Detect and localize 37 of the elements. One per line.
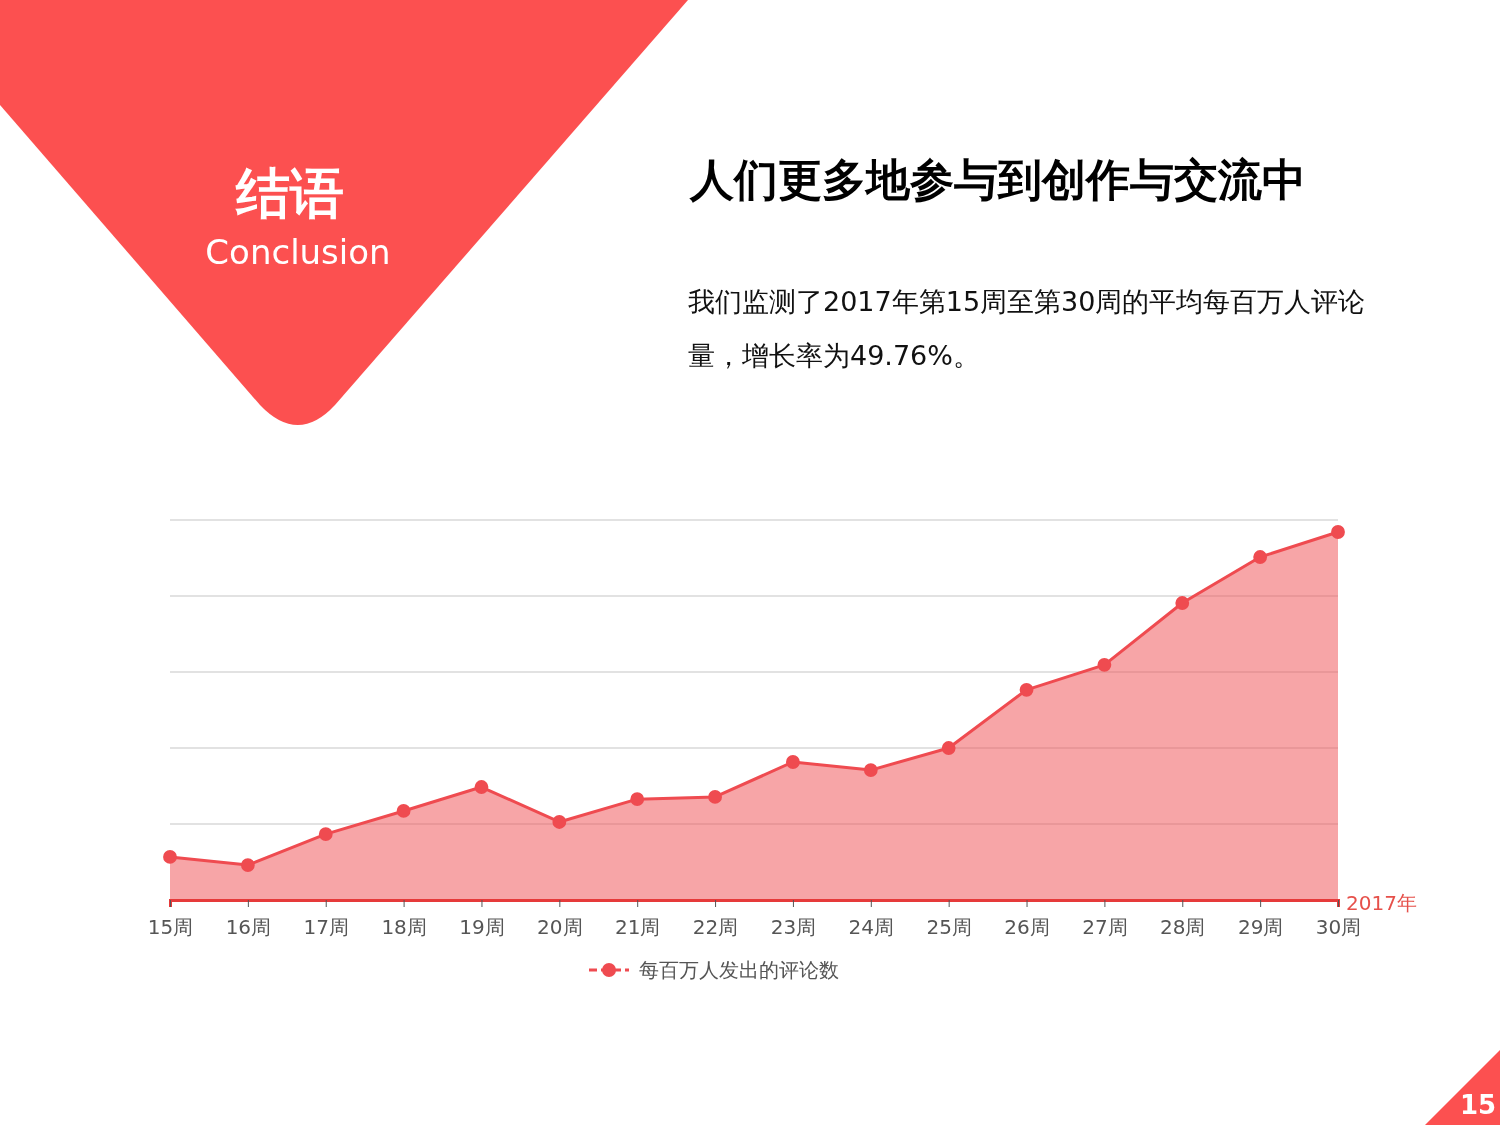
point	[1253, 550, 1268, 564]
x-tick-label: 26周	[1004, 915, 1050, 939]
x-tick-label: 25周	[926, 915, 972, 939]
point	[1097, 657, 1112, 672]
x-tick-label: 30周	[1315, 915, 1362, 939]
text: 15	[1459, 1090, 1497, 1120]
point	[240, 858, 255, 872]
x-tick-label: 19周	[459, 915, 505, 939]
point	[708, 790, 722, 804]
legend-label: 每百万人发出的评论数	[639, 958, 839, 982]
chart-title: 人们更多地参与到创作与交流中	[689, 154, 1306, 205]
point	[941, 741, 956, 755]
x-tick-label: 28周	[1160, 915, 1206, 939]
x-tick-label: 29周	[1237, 915, 1284, 939]
point	[474, 780, 489, 794]
x-tick-label: 23周	[770, 915, 817, 939]
point	[1019, 682, 1034, 697]
point	[552, 815, 567, 829]
x-tick-label: 24周	[848, 915, 895, 939]
x-tick-label: 17周	[303, 915, 349, 939]
x-tick-label: 22周	[692, 915, 739, 939]
x-tick-label: 21周	[614, 915, 661, 939]
point	[163, 850, 177, 864]
point	[396, 804, 411, 818]
point	[318, 827, 333, 842]
x-tick-label: 16周	[225, 915, 272, 939]
x-tick-label: 18周	[381, 915, 427, 939]
x-tick-label: 15周	[147, 915, 194, 939]
chart-subtitle: 我们监测了2017年第15周至第30周的平均每百万人评论量，增长率为49.76%。	[688, 285, 1367, 373]
text: 结语	[235, 162, 344, 225]
text: Conclusion	[205, 232, 391, 272]
x-tick-label: 20周	[537, 915, 583, 939]
x-axis-title: 2017年	[1346, 891, 1417, 915]
point	[786, 755, 800, 769]
x-tick-label: 27周	[1082, 915, 1128, 939]
point	[863, 763, 878, 777]
point	[1175, 596, 1190, 610]
